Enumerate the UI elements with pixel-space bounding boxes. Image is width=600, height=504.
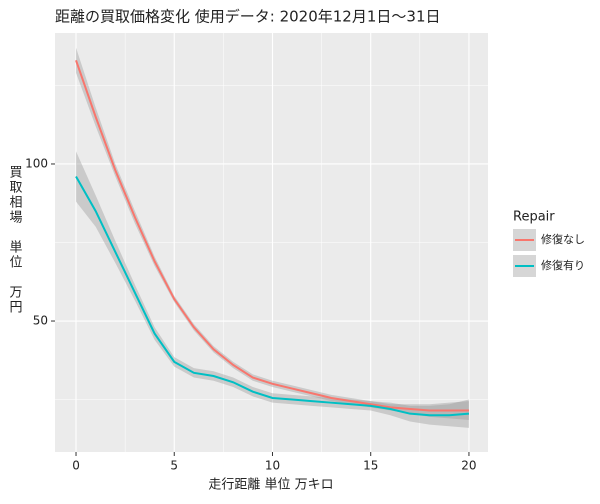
series-line [75, 176, 470, 417]
x-tick-label: 20 [461, 459, 476, 473]
x-tick-label: 0 [72, 459, 80, 473]
legend-label: 修復有り [541, 258, 585, 272]
chart-title: 距離の買取価格変化 使用データ: 2020年12月1日～31日 [55, 8, 440, 26]
y-axis-label: 買取相場 単位 万円 [7, 165, 23, 315]
x-axis-label: 走行距離 単位 万キロ [208, 477, 333, 493]
x-tick-label: 10 [265, 459, 280, 473]
confidence-band [76, 151, 469, 428]
x-tick-label: 15 [363, 459, 378, 473]
legend-label: 修復なし [541, 232, 585, 246]
series-line [75, 59, 469, 412]
y-tick-label: 50 [33, 314, 48, 328]
y-tick-label: 100 [25, 156, 48, 170]
x-tick-label: 5 [170, 459, 178, 473]
legend-title: Repair [513, 210, 555, 225]
